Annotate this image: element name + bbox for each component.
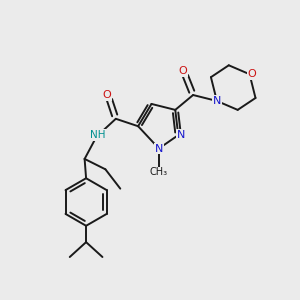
Text: O: O [178, 66, 187, 76]
Text: N: N [213, 96, 221, 106]
Text: N: N [176, 130, 185, 140]
Text: O: O [248, 69, 256, 79]
Text: N: N [155, 143, 163, 154]
Text: NH: NH [90, 130, 106, 140]
Text: CH₃: CH₃ [150, 167, 168, 177]
Text: O: O [103, 90, 111, 100]
